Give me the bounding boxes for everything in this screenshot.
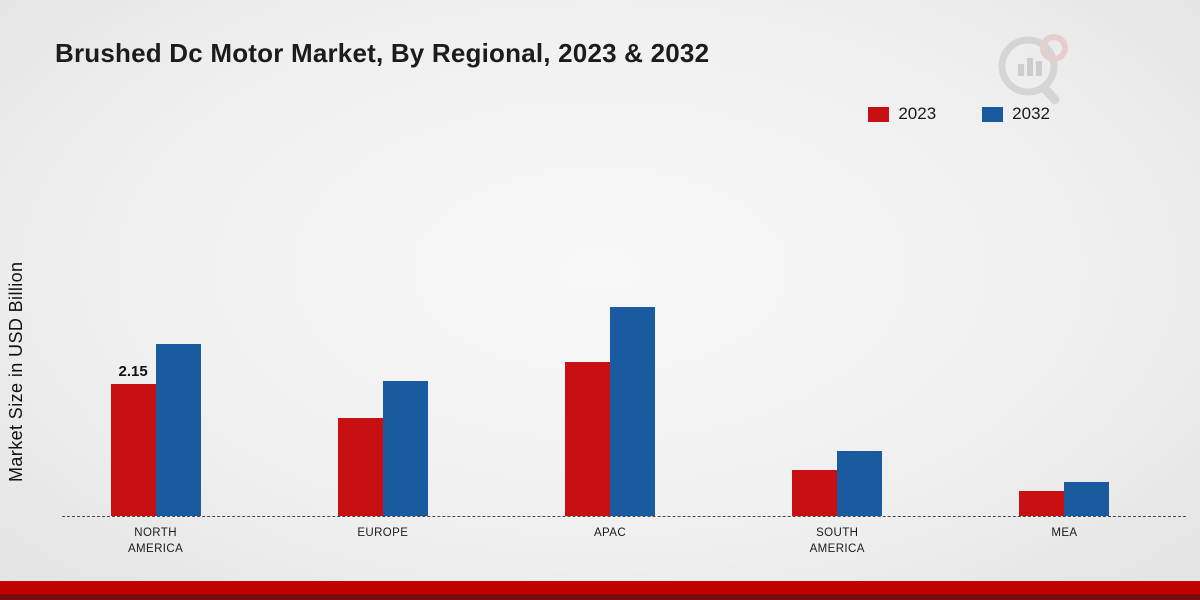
legend: 2023 2032 — [868, 104, 1050, 124]
legend-label: 2023 — [898, 104, 937, 123]
bar-value-label: 2.15 — [118, 363, 148, 380]
y-axis-label: Market Size in USD Billion — [6, 261, 26, 483]
bar-group-apac: APAC — [496, 180, 723, 557]
category-label-europe: EUROPE — [357, 527, 409, 539]
bar-2023-europe — [337, 418, 383, 516]
bar-2032-mea — [1064, 482, 1110, 516]
footer-dark-band — [0, 594, 1200, 600]
bar-group-south-america: SOUTH AMERICA — [724, 180, 951, 557]
legend-item-2023: 2023 — [868, 104, 936, 124]
bar-2023-south-america — [792, 470, 838, 516]
legend-swatch-2023 — [868, 106, 890, 122]
legend-item-2032: 2032 — [982, 104, 1050, 124]
category-label-mea: MEA — [1051, 527, 1078, 539]
category-label-north-america: NORTH AMERICA — [127, 527, 184, 556]
market-research-logo-icon — [998, 34, 1068, 105]
bar-2023-mea — [1019, 491, 1065, 516]
bar-2032-north-america — [155, 344, 201, 516]
legend-label: 2032 — [1012, 104, 1050, 123]
bar-group-mea: MEA — [951, 180, 1178, 557]
bar-chart: 2.15 NORTH AMERICA EUROPE APAC SOUTH AMERICA… — [42, 180, 1178, 557]
bar-2032-europe — [382, 381, 428, 516]
bar-2023-north-america: 2.15 — [110, 363, 156, 516]
category-label-south-america: SOUTH AMERICA — [809, 527, 865, 556]
footer-red-band — [0, 581, 1200, 594]
bar-2032-apac — [610, 307, 655, 516]
category-label-apac: APAC — [593, 527, 627, 539]
bar-2023-apac — [565, 362, 610, 516]
legend-swatch-2032 — [982, 106, 1004, 122]
bar-2032-south-america — [837, 451, 883, 516]
x-axis-baseline — [62, 516, 1186, 517]
bar-group-north-america: 2.15 NORTH AMERICA — [42, 180, 269, 557]
chart-title: Brushed Dc Motor Market, By Regional, 20… — [55, 38, 710, 68]
bar-group-europe: EUROPE — [269, 180, 496, 557]
